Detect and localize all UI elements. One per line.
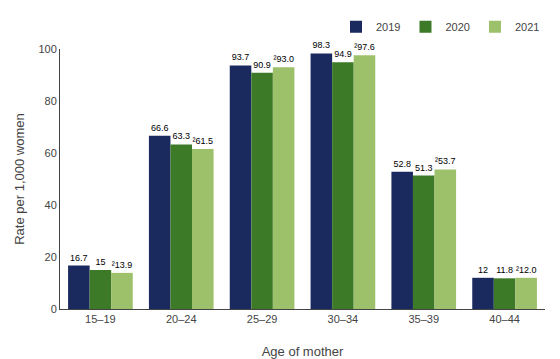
svg-text:40–44: 40–44 bbox=[489, 313, 520, 325]
svg-text:66.6: 66.6 bbox=[151, 123, 169, 133]
svg-text:51.3: 51.3 bbox=[415, 163, 433, 173]
svg-text:11.8: 11.8 bbox=[496, 265, 513, 275]
svg-text:40: 40 bbox=[45, 199, 57, 211]
svg-text:35–39: 35–39 bbox=[408, 313, 439, 325]
svg-text:16.7: 16.7 bbox=[70, 253, 88, 263]
svg-text:²12.0: ²12.0 bbox=[516, 265, 537, 275]
svg-text:98.3: 98.3 bbox=[313, 40, 331, 50]
svg-text:15–19: 15–19 bbox=[85, 313, 116, 325]
svg-text:20: 20 bbox=[45, 251, 57, 263]
svg-text:60: 60 bbox=[45, 147, 57, 159]
svg-text:²97.6: ²97.6 bbox=[354, 42, 375, 52]
svg-text:²53.7: ²53.7 bbox=[435, 156, 456, 166]
svg-text:63.3: 63.3 bbox=[172, 131, 190, 141]
svg-text:20–24: 20–24 bbox=[166, 313, 197, 325]
svg-text:Age of mother: Age of mother bbox=[262, 344, 344, 359]
svg-text:100: 100 bbox=[38, 43, 56, 55]
svg-text:15: 15 bbox=[95, 257, 105, 267]
svg-text:90.9: 90.9 bbox=[253, 60, 271, 70]
svg-text:²61.5: ²61.5 bbox=[193, 136, 214, 146]
svg-text:2019: 2019 bbox=[376, 21, 400, 33]
svg-text:94.9: 94.9 bbox=[334, 49, 352, 59]
svg-text:0: 0 bbox=[51, 303, 57, 315]
svg-text:30–34: 30–34 bbox=[328, 313, 359, 325]
svg-text:93.7: 93.7 bbox=[232, 52, 250, 62]
svg-text:²93.0: ²93.0 bbox=[273, 54, 294, 64]
svg-text:Rate per 1,000 women: Rate per 1,000 women bbox=[12, 113, 27, 245]
svg-text:2021: 2021 bbox=[515, 21, 539, 33]
svg-text:2020: 2020 bbox=[445, 21, 469, 33]
svg-text:²13.9: ²13.9 bbox=[112, 260, 133, 270]
svg-text:52.8: 52.8 bbox=[393, 159, 411, 169]
svg-text:80: 80 bbox=[45, 95, 57, 107]
svg-text:12: 12 bbox=[478, 265, 488, 275]
svg-text:25–29: 25–29 bbox=[247, 313, 278, 325]
